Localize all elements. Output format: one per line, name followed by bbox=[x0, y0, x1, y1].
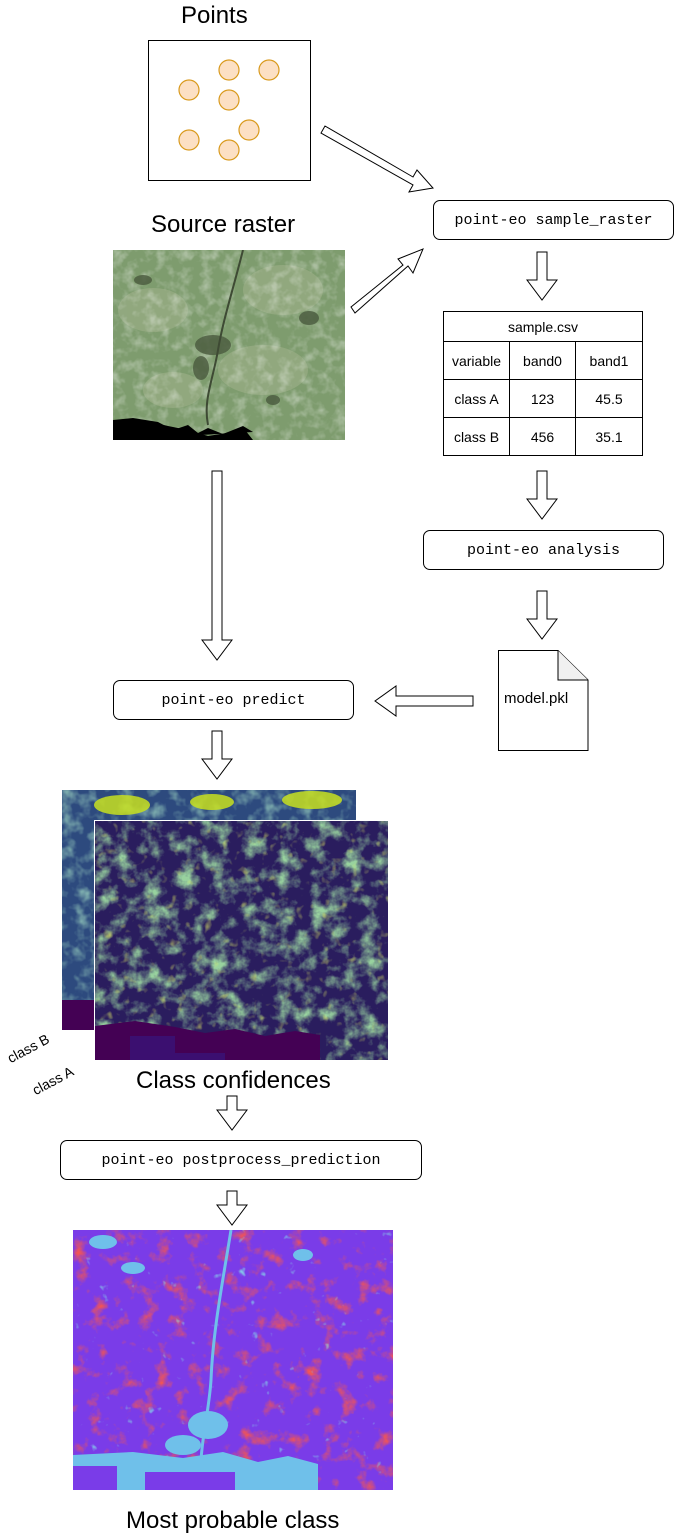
source-raster-title: Source raster bbox=[151, 211, 296, 238]
most-probable-class-image bbox=[73, 1230, 393, 1490]
sample-point bbox=[178, 79, 200, 101]
csv-cell: 456 bbox=[509, 417, 576, 456]
points-group bbox=[178, 59, 280, 161]
analysis-command: point-eo analysis bbox=[423, 530, 664, 570]
sample-point bbox=[238, 119, 260, 141]
class-confidences-title: Class confidences bbox=[136, 1067, 331, 1094]
arrow-postprocess-to-result bbox=[216, 1190, 248, 1226]
csv-title: sample.csv bbox=[443, 311, 643, 342]
predict-command: point-eo predict bbox=[113, 680, 354, 720]
sample-point bbox=[178, 129, 200, 151]
points-title: Points bbox=[181, 2, 248, 29]
postprocess-command: point-eo postprocess_prediction bbox=[60, 1140, 422, 1180]
sample-point bbox=[218, 59, 240, 81]
csv-cell: 45.5 bbox=[575, 379, 643, 418]
csv-cell: 123 bbox=[509, 379, 576, 418]
csv-header-cell: variable bbox=[443, 341, 510, 380]
model-file-icon bbox=[498, 650, 589, 751]
csv-cell: class A bbox=[443, 379, 510, 418]
sample-raster-command: point-eo sample_raster bbox=[433, 200, 674, 240]
model-file-label: model.pkl bbox=[504, 690, 569, 707]
sample-point bbox=[218, 139, 240, 161]
arrow-raster-to-sample bbox=[350, 248, 424, 314]
csv-header-cell: band0 bbox=[509, 341, 576, 380]
source-raster-image bbox=[113, 250, 345, 440]
csv-cell: 35.1 bbox=[575, 417, 643, 456]
arrow-raster-to-predict bbox=[201, 470, 233, 661]
arrow-analysis-to-model bbox=[526, 590, 558, 640]
arrow-csv-to-analysis bbox=[526, 470, 558, 520]
points-panel bbox=[148, 40, 311, 181]
sample-point bbox=[218, 89, 240, 111]
arrow-points-to-sample bbox=[320, 125, 434, 193]
csv-header-cell: band1 bbox=[575, 341, 643, 380]
arrow-confidence-to-postprocess bbox=[216, 1095, 248, 1131]
csv-cell: class B bbox=[443, 417, 510, 456]
confidence-layer-class-a bbox=[94, 820, 389, 1061]
most-probable-class-title: Most probable class bbox=[126, 1507, 340, 1534]
arrow-sample-to-csv bbox=[526, 251, 558, 301]
sample-point bbox=[258, 59, 280, 81]
arrow-model-to-predict bbox=[374, 685, 474, 717]
arrow-predict-to-confidence bbox=[201, 730, 233, 780]
sample-csv-table: sample.csv variable band0 band1 class A … bbox=[443, 311, 643, 456]
